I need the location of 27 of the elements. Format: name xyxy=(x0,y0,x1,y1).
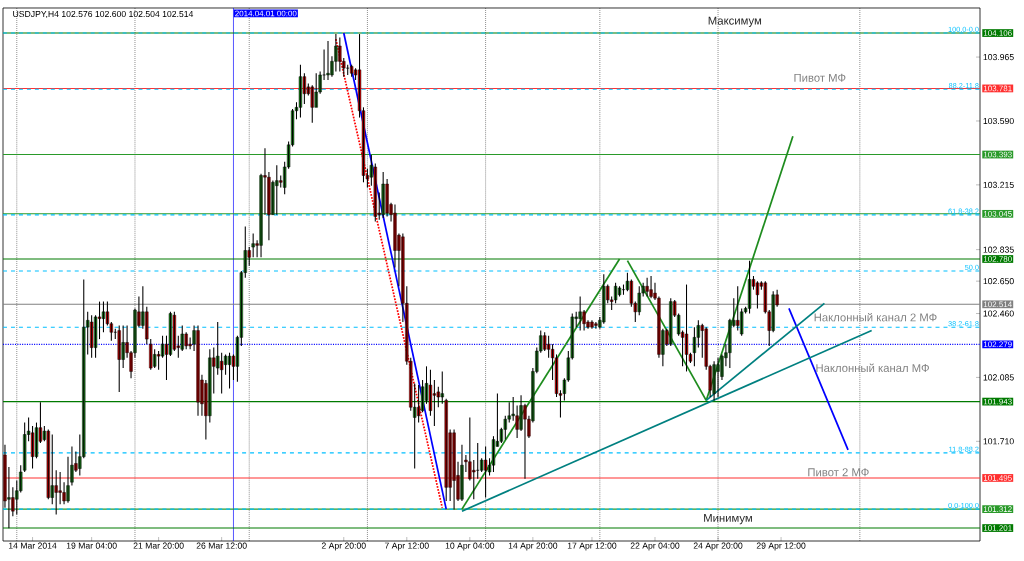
x-tick-label: 14 Mar 2014 xyxy=(8,542,57,549)
x-tick-label: 17 Apr 12:00 xyxy=(567,542,617,551)
x-tick-label: 29 Apr 12:00 xyxy=(756,542,806,551)
x-tick-label: 2 Apr 20:00 xyxy=(321,542,366,551)
x-tick-label: 22 Apr 04:00 xyxy=(630,542,680,551)
chart-title: USDJPY,H4 102.576 102.600 102.504 102.514 xyxy=(13,10,194,19)
annotation: Максимум xyxy=(708,16,762,27)
annotation: Наклонный канал 2 МФ xyxy=(814,312,937,322)
y-tick-label: 102.085 xyxy=(983,374,1014,381)
annotation: Минимум xyxy=(704,514,752,525)
y-tick-label: 102.835 xyxy=(983,246,1014,253)
x-tick-label: 14 Apr 20:00 xyxy=(508,542,558,551)
annotation: Пивот 2 МФ xyxy=(808,468,869,477)
y-tick-label: 103.215 xyxy=(983,181,1014,188)
y-tick-label: 102.650 xyxy=(983,278,1014,285)
x-tick-label: 19 Mar 04:00 xyxy=(66,542,117,549)
x-tick-label: 24 Apr 20:00 xyxy=(693,542,743,551)
y-tick-label: 103.590 xyxy=(983,117,1014,125)
y-tick-label: 102.460 xyxy=(983,310,1014,317)
x-tick-label: 7 Apr 12:00 xyxy=(384,542,429,551)
annotation: Наклонный канал МФ xyxy=(816,363,929,373)
y-tick-label: 103.965 xyxy=(983,54,1014,61)
x-tick-label: 21 Mar 20:00 xyxy=(133,542,184,549)
annotation: Пивот МФ xyxy=(794,73,846,82)
y-tick-label: 101.710 xyxy=(983,438,1014,445)
x-tick-label: 10 Apr 04:00 xyxy=(445,542,495,551)
x-tick-label: 26 Mar 12:00 xyxy=(196,542,247,549)
